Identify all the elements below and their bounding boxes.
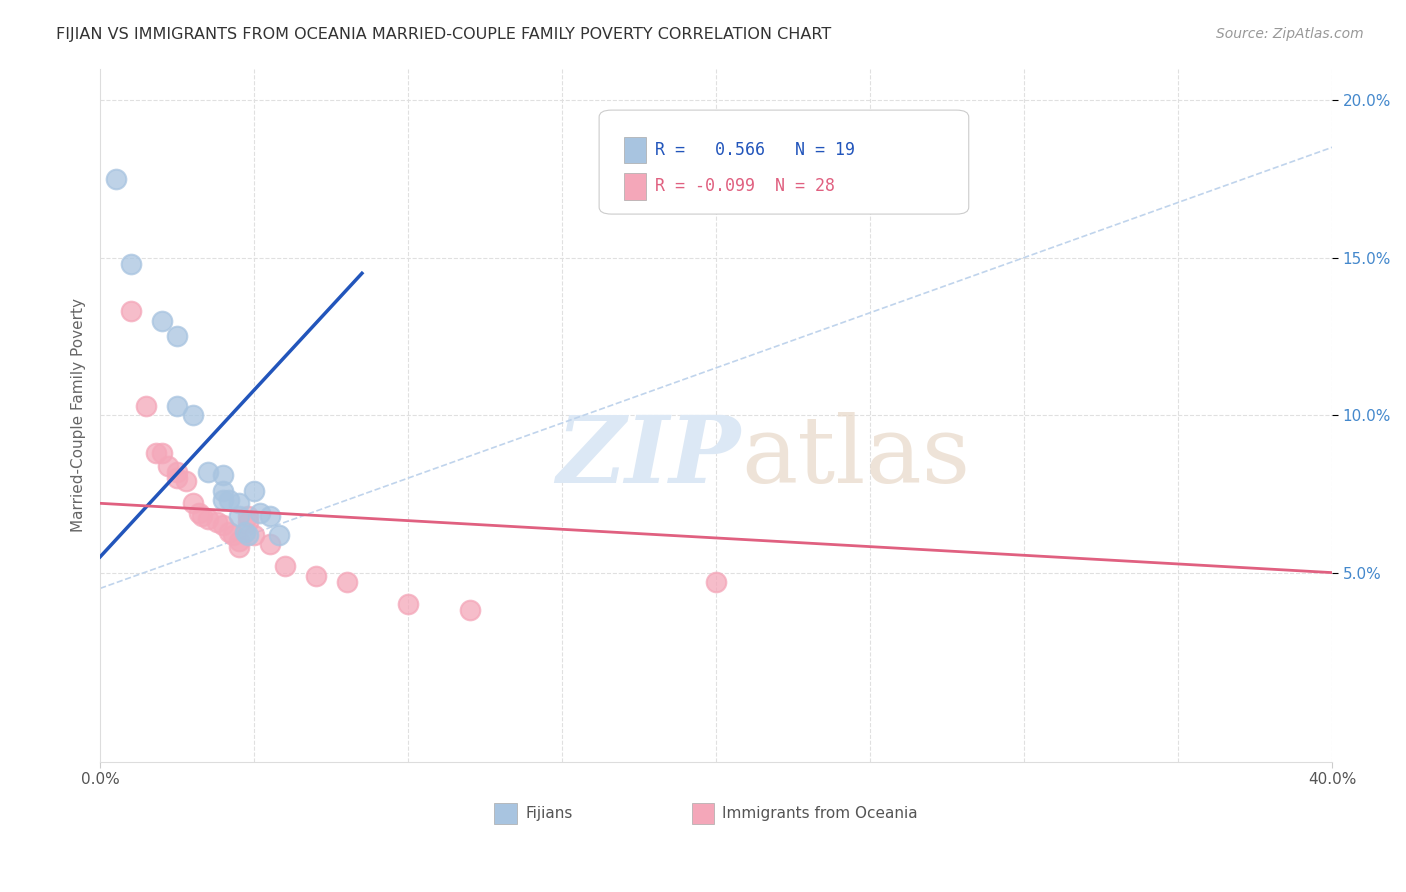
Point bbox=[704, 575, 727, 590]
FancyBboxPatch shape bbox=[624, 173, 645, 200]
Text: Source: ZipAtlas.com: Source: ZipAtlas.com bbox=[1216, 27, 1364, 41]
Text: Immigrants from Oceania: Immigrants from Oceania bbox=[723, 806, 918, 822]
Point bbox=[181, 496, 204, 510]
Point bbox=[236, 528, 259, 542]
Text: R = -0.099  N = 28: R = -0.099 N = 28 bbox=[655, 178, 835, 195]
Point bbox=[249, 506, 271, 520]
Text: atlas: atlas bbox=[741, 412, 970, 501]
Point bbox=[221, 528, 243, 542]
Point bbox=[166, 471, 188, 485]
Point bbox=[335, 575, 357, 590]
Point bbox=[197, 465, 219, 479]
Point bbox=[135, 399, 157, 413]
Point bbox=[212, 518, 235, 533]
FancyBboxPatch shape bbox=[692, 804, 714, 824]
Text: Fijians: Fijians bbox=[526, 806, 572, 822]
Point bbox=[396, 597, 419, 611]
Point bbox=[120, 257, 142, 271]
Point bbox=[150, 446, 173, 460]
Point bbox=[218, 493, 240, 508]
Point bbox=[305, 568, 328, 582]
FancyBboxPatch shape bbox=[599, 110, 969, 214]
Point bbox=[218, 524, 240, 539]
Point bbox=[236, 508, 259, 523]
Point bbox=[187, 506, 209, 520]
Point bbox=[205, 515, 228, 529]
Point bbox=[259, 537, 281, 551]
Point bbox=[166, 465, 188, 479]
Point bbox=[243, 483, 266, 498]
Text: FIJIAN VS IMMIGRANTS FROM OCEANIA MARRIED-COUPLE FAMILY POVERTY CORRELATION CHAR: FIJIAN VS IMMIGRANTS FROM OCEANIA MARRIE… bbox=[56, 27, 831, 42]
Text: R =   0.566   N = 19: R = 0.566 N = 19 bbox=[655, 141, 855, 160]
Point bbox=[236, 515, 259, 529]
Point bbox=[458, 603, 481, 617]
Point bbox=[228, 541, 250, 555]
Point bbox=[166, 329, 188, 343]
Point bbox=[191, 508, 214, 523]
Point bbox=[228, 534, 250, 549]
Y-axis label: Married-Couple Family Poverty: Married-Couple Family Poverty bbox=[72, 298, 86, 533]
Point bbox=[104, 171, 127, 186]
Point bbox=[228, 496, 250, 510]
Point bbox=[150, 313, 173, 327]
Point bbox=[212, 483, 235, 498]
Point bbox=[181, 408, 204, 422]
Point bbox=[267, 528, 290, 542]
Point bbox=[228, 508, 250, 523]
Point bbox=[259, 508, 281, 523]
Point bbox=[212, 467, 235, 482]
Point bbox=[176, 475, 198, 489]
Point bbox=[233, 524, 256, 539]
Point bbox=[166, 399, 188, 413]
Point bbox=[156, 458, 179, 473]
Point bbox=[212, 493, 235, 508]
Point bbox=[145, 446, 167, 460]
FancyBboxPatch shape bbox=[624, 137, 645, 163]
Point bbox=[274, 559, 297, 574]
Point bbox=[197, 512, 219, 526]
FancyBboxPatch shape bbox=[495, 804, 516, 824]
Point bbox=[243, 528, 266, 542]
Point bbox=[120, 304, 142, 318]
Text: ZIP: ZIP bbox=[557, 412, 741, 501]
